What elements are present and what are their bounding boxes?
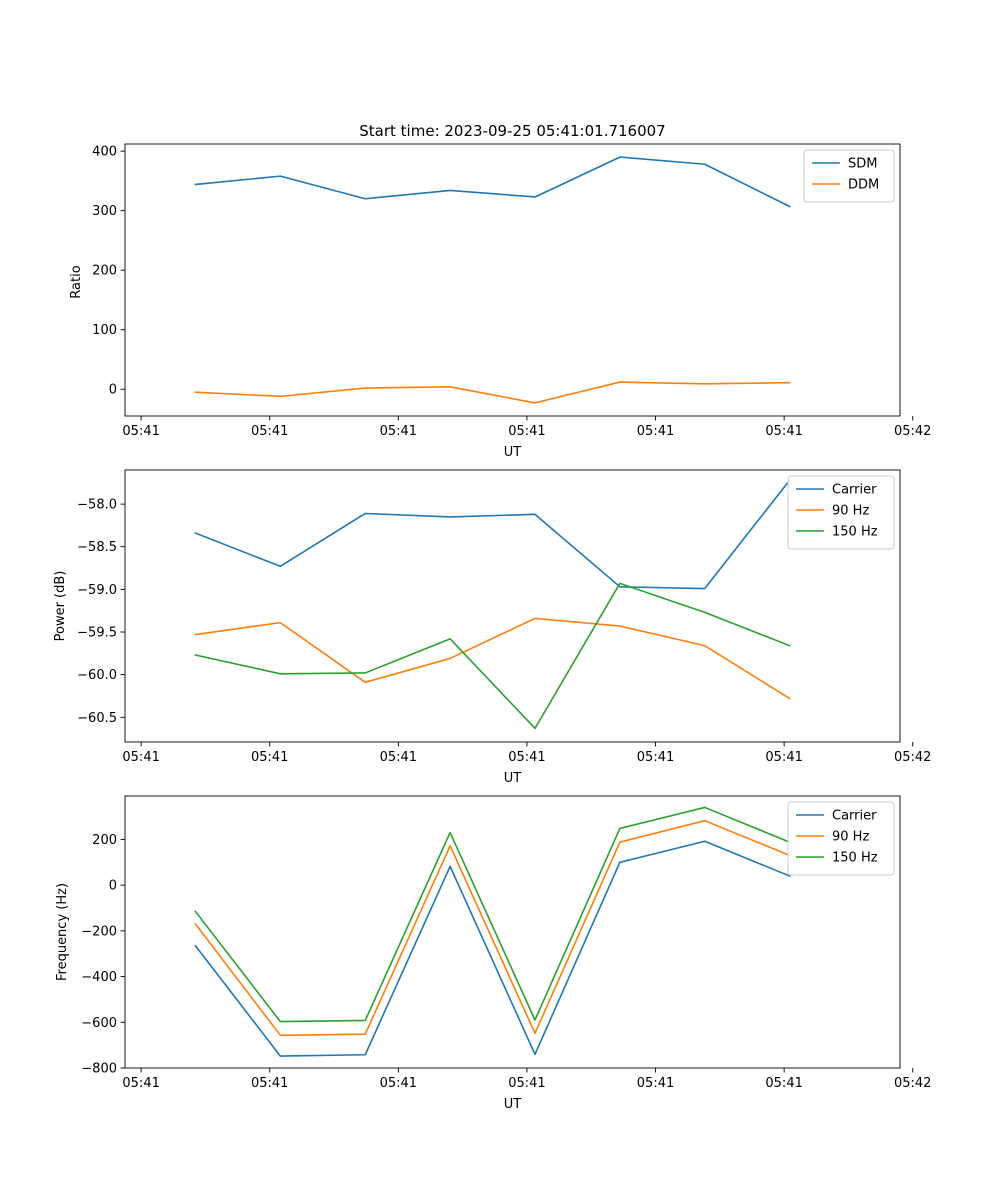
panel-power-series-150-hz-line	[194, 582, 791, 730]
panel-frequency-y-tick-label: −800	[81, 1062, 117, 1077]
panel-power-y-tick-label: −60.5	[77, 711, 117, 726]
panel-frequency-x-tick-label: 05:42	[894, 1076, 931, 1091]
panel-power-x-tick-label: 05:41	[122, 750, 159, 765]
panel-frequency: Frequency (Hz) UT	[55, 883, 521, 1112]
panel-frequency-y-tick-label: −600	[81, 1016, 117, 1031]
panel-frequency-axes-frame	[124, 795, 901, 1069]
panel-power-axes-frame	[124, 469, 901, 743]
panel-ratio-plot: 05:41 05:41 05:41 05:41 05:41 05:41 05:42 0 100 2…	[92, 143, 931, 439]
panel-frequency-x-tick-label: 05:41	[765, 1076, 802, 1091]
panel-ratio-x-tick-label: 05:41	[122, 424, 159, 439]
panel-ratio-x-tick-label: 05:41	[380, 424, 417, 439]
panel-frequency-x-tick-label: 05:41	[380, 1076, 417, 1091]
panel-ratio-series-ddm-line	[194, 381, 791, 404]
panel-ratio-x-tick-label: 05:41	[765, 424, 802, 439]
panel-ratio-x-tick-label: 05:42	[894, 424, 931, 439]
panel-ratio-series-sdm-line	[194, 156, 791, 208]
panel-ratio-y-tick-label: 200	[92, 264, 117, 279]
panel-ratio-y-tick-label: 0	[109, 383, 117, 398]
panel-power-legend-label: 90 Hz	[832, 504, 869, 519]
panel-frequency-y-tick-label: −200	[81, 924, 117, 939]
panel-power-x-tick-label: 05:41	[380, 750, 417, 765]
panel-frequency-series-carrier-line	[194, 840, 791, 1057]
panel-power-legend: Carrier 90 Hz 150 Hz	[787, 475, 895, 550]
panel-power-y-tick-label: −58.5	[77, 540, 117, 555]
panel-ratio-xlabel: UT	[504, 445, 522, 460]
panel-frequency-plot: 05:41 05:41 05:41 05:41 05:41 05:41 05:42 −800 −…	[81, 795, 931, 1091]
panel-power-y-tick-label: −59.5	[77, 626, 117, 641]
panel-power: Power (dB) UT	[53, 571, 521, 786]
panel-ratio-ylabel: Ratio	[69, 265, 84, 298]
panel-ratio-x-tick-label: 05:41	[637, 424, 674, 439]
panel-frequency-series-150-hz-line	[194, 806, 791, 1023]
panel-ratio-legend: SDM DDM	[803, 149, 895, 203]
panel-ratio-y-tick-label: 100	[92, 323, 117, 338]
panel-power-x-tick-label: 05:41	[637, 750, 674, 765]
panel-frequency-xlabel: UT	[504, 1097, 522, 1112]
panel-power-plot: 05:41 05:41 05:41 05:41 05:41 05:41 05:42 −60.5…	[77, 469, 931, 765]
panel-frequency-y-tick-label: −400	[81, 970, 117, 985]
panel-frequency-legend: Carrier 90 Hz 150 Hz	[787, 801, 895, 876]
panel-power-xlabel: UT	[504, 771, 522, 786]
panel-frequency-y-tick-label: 0	[109, 879, 117, 894]
panel-frequency-x-tick-label: 05:41	[508, 1076, 545, 1091]
panel-frequency-legend-label: 90 Hz	[832, 830, 869, 845]
panel-ratio-x-tick-label: 05:41	[508, 424, 545, 439]
panel-ratio-x-tick-label: 05:41	[251, 424, 288, 439]
panel-frequency-series-90-hz-line	[194, 819, 791, 1037]
panel-power-x-tick-label: 05:41	[508, 750, 545, 765]
panel-power-y-tick-label: −60.0	[77, 668, 117, 683]
panel-power-legend-label: Carrier	[832, 483, 877, 498]
panel-frequency-x-tick-label: 05:41	[637, 1076, 674, 1091]
panel-frequency-x-tick-label: 05:41	[122, 1076, 159, 1091]
figure-title: Start time: 2023-09-25 05:41:01.716007	[359, 122, 665, 140]
panel-power-x-tick-label: 05:41	[765, 750, 802, 765]
panel-frequency-legend-label: Carrier	[832, 809, 877, 824]
panel-ratio-legend-label: SDM	[848, 157, 877, 172]
panel-power-y-tick-label: −59.0	[77, 583, 117, 598]
panel-power-y-tick-label: −58.0	[77, 498, 117, 513]
panel-frequency-x-tick-label: 05:41	[251, 1076, 288, 1091]
panel-power-x-tick-label: 05:41	[251, 750, 288, 765]
panel-power-x-tick-label: 05:42	[894, 750, 931, 765]
panel-power-legend-label: 150 Hz	[832, 525, 878, 540]
panel-ratio-legend-label: DDM	[848, 178, 879, 193]
panel-power-series-90-hz-line	[194, 617, 791, 700]
panel-frequency-legend-label: 150 Hz	[832, 851, 878, 866]
panel-frequency-ylabel: Frequency (Hz)	[55, 883, 70, 981]
panel-ratio-axes-frame	[124, 143, 901, 417]
panel-ratio: Ratio UT	[69, 265, 521, 460]
panel-frequency-y-tick-label: 200	[92, 833, 117, 848]
panel-ratio-y-tick-label: 400	[92, 145, 117, 160]
panel-power-ylabel: Power (dB)	[53, 571, 68, 642]
panel-power-series-carrier-line	[194, 479, 791, 590]
panel-ratio-y-tick-label: 300	[92, 204, 117, 219]
